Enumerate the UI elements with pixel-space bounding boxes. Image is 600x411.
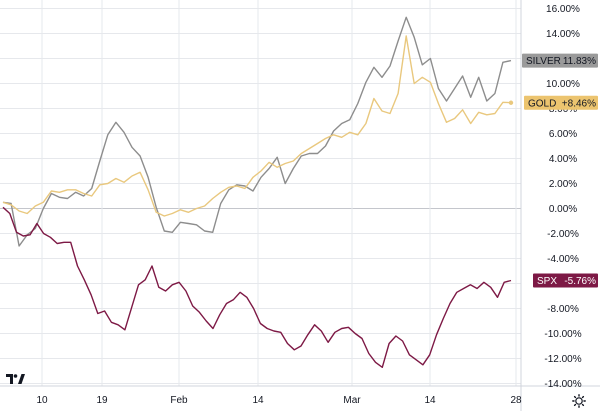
x-tick-label: Mar — [343, 395, 361, 406]
y-tick-label: -4.00% — [547, 254, 579, 265]
y-tick-label: 2.00% — [549, 179, 577, 190]
series-badge-value: +8.46% — [562, 98, 596, 109]
y-tick-label: -2.00% — [547, 229, 579, 240]
y-tick-label: 14.00% — [546, 29, 580, 40]
tradingview-logo-icon[interactable] — [6, 374, 25, 384]
y-tick-label: -10.00% — [544, 329, 581, 340]
series-badge-gold: GOLD +8.46% — [524, 95, 598, 110]
grid-layer — [0, 0, 521, 386]
y-tick-label: -12.00% — [544, 354, 581, 365]
badge-layer: SILVER 11.83% GOLD +8.46% SPX -5.76% — [522, 53, 598, 288]
y-tick-label: 4.00% — [549, 154, 577, 165]
series-badge-silver: SILVER 11.83% — [522, 53, 598, 68]
y-tick-label: -8.00% — [547, 304, 579, 315]
series-line-silver[interactable] — [2, 16, 512, 247]
x-tick-label: 14 — [252, 395, 264, 406]
series-badge-value: -5.76% — [564, 276, 596, 287]
series-badge-name: SILVER — [526, 56, 561, 67]
series-badge-name: GOLD — [528, 98, 556, 109]
x-tick-label: 19 — [96, 395, 108, 406]
series-badge-name: SPX — [537, 276, 557, 287]
x-tick-label: Feb — [170, 395, 188, 406]
series-badge-spx: SPX -5.76% — [533, 273, 598, 288]
series-badge-bg — [524, 95, 598, 110]
series-layer — [2, 16, 514, 368]
x-tick-label: 28 — [510, 395, 522, 406]
series-badge-bg — [522, 53, 598, 68]
x-tick-label: 10 — [36, 395, 48, 406]
series-badge-value: 11.83% — [563, 56, 596, 67]
y-tick-label: -14.00% — [544, 379, 581, 390]
series-line-spx[interactable] — [2, 206, 512, 368]
y-tick-label: 6.00% — [549, 129, 577, 140]
gear-icon[interactable] — [572, 394, 586, 408]
series-badge-bg — [533, 273, 598, 288]
x-tick-label: 14 — [424, 395, 436, 406]
series-line-gold[interactable] — [2, 35, 512, 217]
y-tick-label: 0.00% — [549, 204, 577, 215]
series-last-point-gold — [508, 100, 514, 105]
y-tick-label: 16.00% — [546, 4, 580, 15]
y-tick-label: 10.00% — [546, 79, 580, 90]
